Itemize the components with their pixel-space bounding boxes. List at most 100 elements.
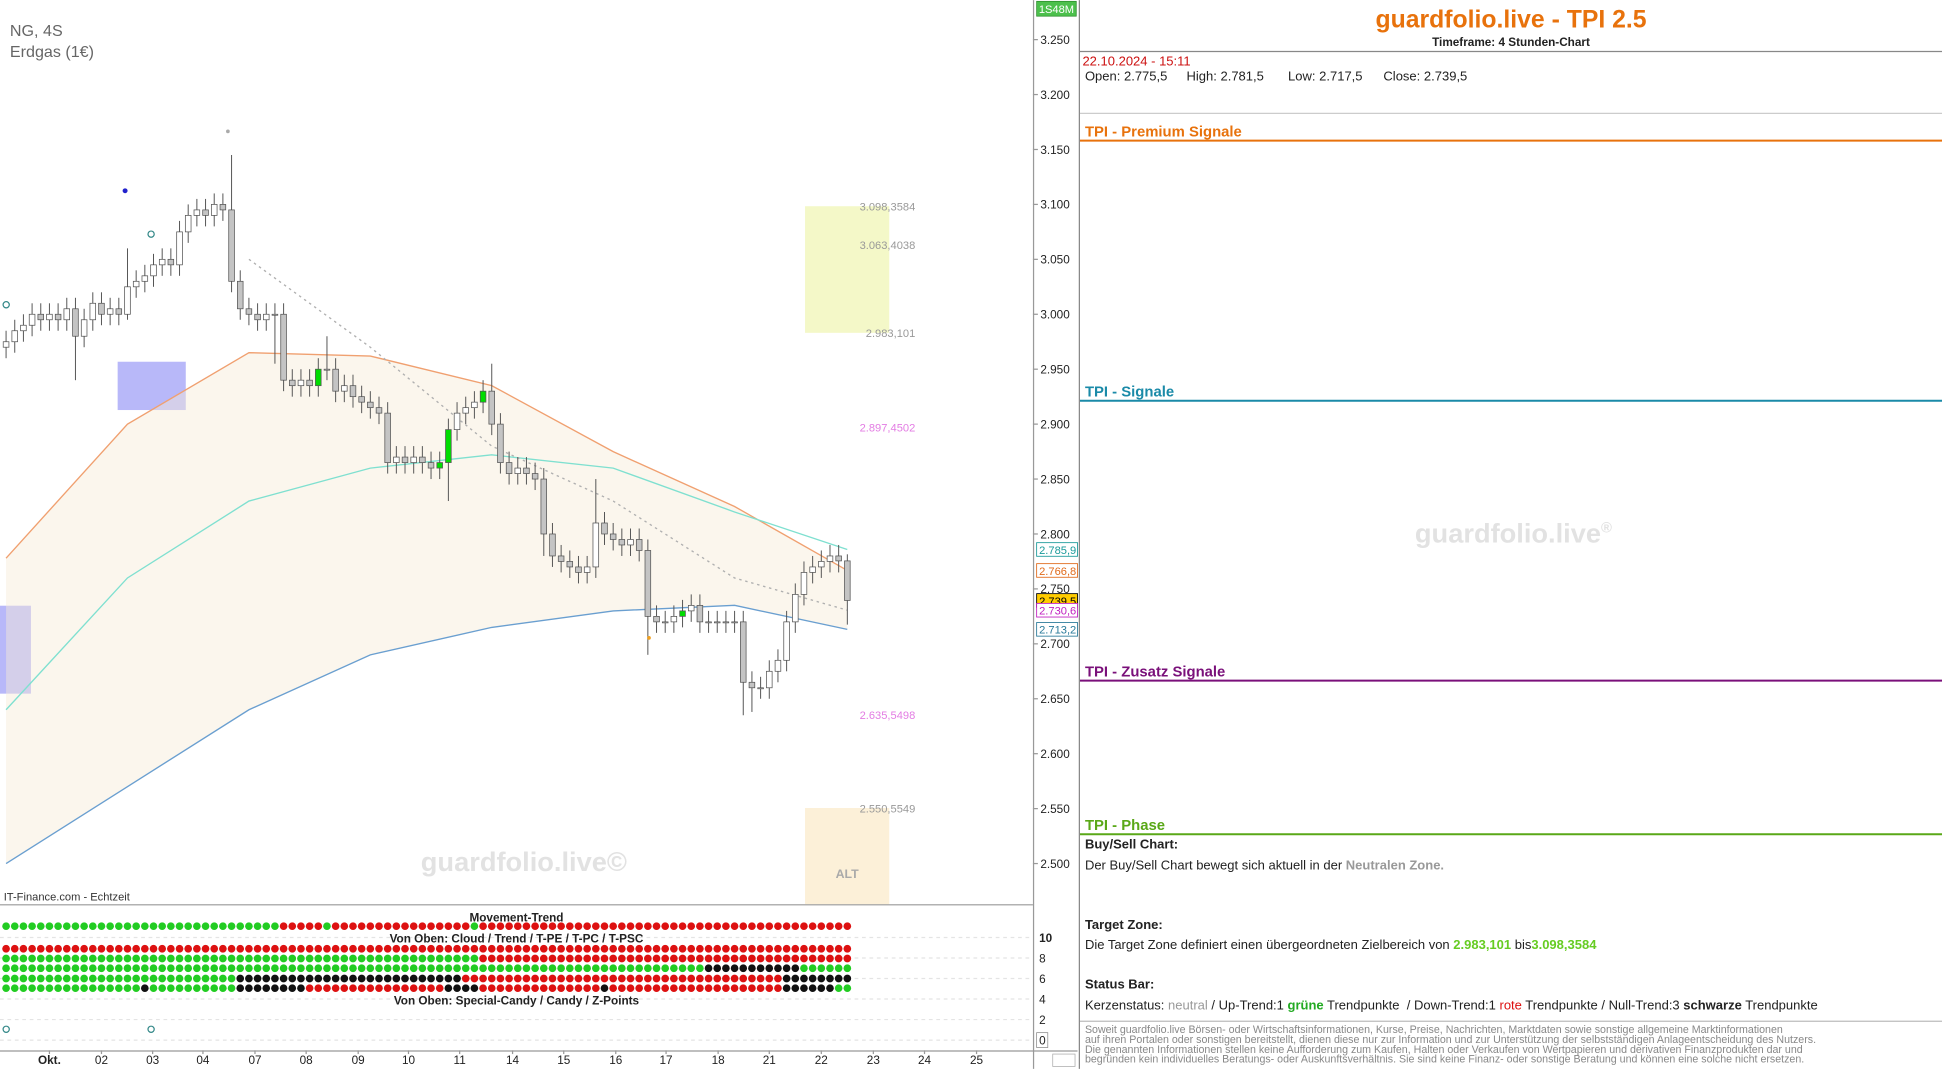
trend-dot <box>539 944 548 953</box>
timeframe-badge-text: 1S48M <box>1039 4 1074 16</box>
trend-dot <box>722 954 730 963</box>
trend-dot <box>565 922 574 931</box>
trend-dot <box>158 922 167 931</box>
candle-body <box>384 412 391 463</box>
trend-dot <box>435 974 444 983</box>
candle-body <box>731 621 738 624</box>
trend-dot <box>10 944 19 953</box>
trend-dot <box>548 922 557 931</box>
trend-dot <box>444 964 453 973</box>
trend-dot <box>167 964 175 973</box>
trend-dot <box>748 974 756 983</box>
heading: Target Zone: <box>1085 917 1163 932</box>
trend-dot <box>557 964 565 973</box>
trend-dot <box>219 984 227 992</box>
scale-button[interactable] <box>1052 1053 1076 1067</box>
disclaimer: Soweit guardfolio.live Börsen- oder Wirt… <box>1085 1024 1783 1036</box>
trend-dot <box>765 974 774 983</box>
trend-dot <box>661 974 670 983</box>
trend-dot <box>800 964 808 973</box>
section-title: TPI - Phase <box>1085 818 1165 834</box>
candle-body <box>774 659 782 672</box>
candle-body <box>202 209 209 216</box>
chart: ALT <box>0 154 890 905</box>
overlay-line <box>248 258 848 611</box>
trend-dot <box>288 922 297 931</box>
trend-dot <box>297 964 305 973</box>
trend-dot <box>435 922 444 931</box>
trend-dot <box>158 944 167 953</box>
trend-dot <box>28 944 36 953</box>
trend-dot <box>132 984 141 992</box>
trend-dot <box>713 954 722 963</box>
trend-dot <box>435 984 444 992</box>
x-tick-label: 18 <box>712 1054 726 1067</box>
trend-dot <box>487 984 496 992</box>
trend-dot <box>435 954 444 963</box>
trend-dot <box>149 922 158 931</box>
candle-body <box>106 308 114 315</box>
trend-dot <box>600 922 609 931</box>
candle-body <box>315 368 322 387</box>
level-label: 3.098,3584 <box>860 202 916 214</box>
buy-sell-text: Der Buy/Sell Chart bewegt sich aktuell i… <box>1085 858 1444 873</box>
candle-body <box>89 302 97 321</box>
trend-dot <box>565 964 574 973</box>
candle-body <box>20 324 27 332</box>
trend-dot <box>80 964 88 973</box>
trend-dot <box>271 984 279 992</box>
trend-dot <box>88 984 97 992</box>
trend-dot <box>28 954 36 963</box>
trend-dot <box>19 922 28 931</box>
trend-dot <box>826 922 834 931</box>
trend-dot <box>45 984 54 992</box>
trend-dot <box>54 964 62 973</box>
trend-dot <box>219 954 227 963</box>
trend-dot <box>756 984 765 992</box>
trend-dot <box>123 964 132 973</box>
trend-dot <box>626 922 635 931</box>
trend-dot <box>513 954 522 963</box>
candle-body <box>835 555 842 562</box>
trend-dot <box>756 974 765 983</box>
trend-dot <box>487 974 496 983</box>
trend-dot <box>461 964 470 973</box>
trend-dot <box>591 984 600 992</box>
trend-dot <box>470 974 479 983</box>
ohlc-low: Low: 2.717,5 <box>1288 69 1362 84</box>
trend-dot <box>253 944 262 953</box>
trend-dot <box>774 922 782 931</box>
trend-dot <box>748 954 756 963</box>
trend-dot <box>644 964 652 973</box>
ohlc-close: Close: 2.739,5 <box>1383 69 1467 84</box>
candle-body <box>531 473 539 480</box>
indicator-caption: Von Oben: Cloud / Trend / T-PE / T-PC / … <box>390 933 644 946</box>
trend-dot <box>444 954 453 963</box>
trend-dot <box>817 974 826 983</box>
trend-dot <box>826 974 834 983</box>
trend-dot <box>357 922 366 931</box>
trend-dot <box>696 954 704 963</box>
candle-body <box>115 308 123 315</box>
signal-circle <box>2 301 10 309</box>
trend-dot <box>826 944 834 953</box>
trend-dot <box>71 974 80 983</box>
indicator-caption: Von Oben: Special-Candy / Candy / Z-Poin… <box>394 995 640 1008</box>
trend-dot <box>357 964 366 973</box>
trend-dot <box>522 922 531 931</box>
candle-body <box>306 379 313 387</box>
trend-dot <box>600 974 609 983</box>
trend-dot <box>288 984 297 992</box>
trend-dot <box>149 974 158 983</box>
trend-dot <box>54 922 62 931</box>
trend-dot <box>314 964 323 973</box>
x-tick-label: 14 <box>506 1054 520 1067</box>
trend-dot <box>114 944 123 953</box>
trend-dot <box>383 964 392 973</box>
trend-dot <box>834 954 843 963</box>
trend-dot <box>279 944 288 953</box>
trend-dot <box>600 944 609 953</box>
trend-dot <box>687 944 696 953</box>
trend-dot <box>505 954 513 963</box>
trend-dot <box>106 964 114 973</box>
